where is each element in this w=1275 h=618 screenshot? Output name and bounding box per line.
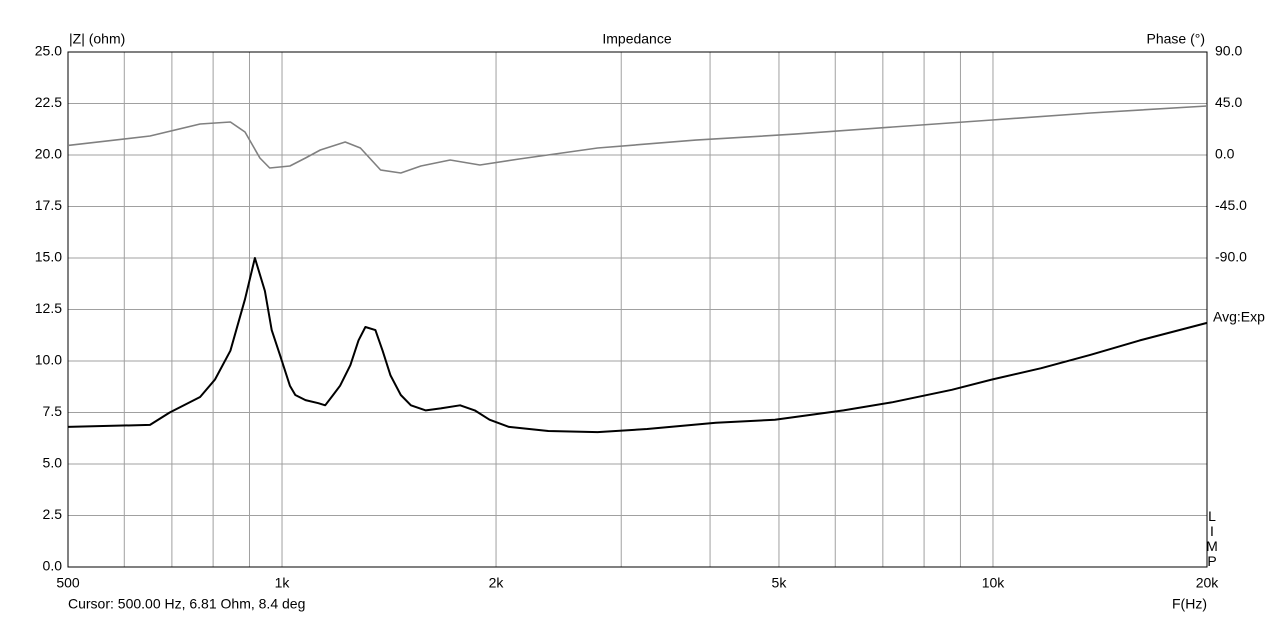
y-tick-label: 12.5 (35, 300, 62, 316)
y-tick-label: 7.5 (43, 403, 63, 419)
y-tick-label: 2.5 (43, 506, 63, 522)
x-tick-label: 2k (489, 575, 505, 591)
y2-tick-label: 90.0 (1215, 43, 1242, 59)
y2-tick-label: 45.0 (1215, 94, 1242, 110)
y-axis-label: |Z| (ohm) (69, 31, 125, 47)
limp-label: LIMP (1204, 508, 1220, 568)
y2-axis-label: Phase (°) (1146, 31, 1205, 47)
y-tick-label: 5.0 (43, 455, 63, 471)
plot-frame (67, 51, 1208, 568)
y-tick-label: 10.0 (35, 352, 62, 368)
y2-tick-label: 0.0 (1215, 146, 1235, 162)
y2-tick-label: -90.0 (1215, 249, 1247, 265)
x-tick-label: 1k (275, 575, 291, 591)
y-tick-label: 20.0 (35, 146, 62, 162)
series-line (67, 257, 1208, 434)
x-tick-label: 5k (772, 575, 788, 591)
y-tick-label: 22.5 (35, 94, 62, 110)
averaging-label: Avg:Exp (1213, 309, 1265, 325)
x-tick-label: 20k (1196, 575, 1220, 591)
y2-tick-label: -45.0 (1215, 197, 1247, 213)
x-tick-label: 500 (56, 575, 80, 591)
y-tick-label: 17.5 (35, 197, 62, 213)
cursor-readout: Cursor: 500.00 Hz, 6.81 Ohm, 8.4 deg (68, 596, 305, 612)
y-tick-label: 15.0 (35, 249, 62, 265)
series-line (67, 105, 1208, 174)
y-tick-label: 0.0 (43, 558, 63, 574)
x-axis-label: F(Hz) (1172, 596, 1207, 612)
chart-title: Impedance (602, 31, 671, 47)
y-tick-label: 25.0 (35, 43, 62, 59)
x-tick-label: 10k (982, 575, 1006, 591)
